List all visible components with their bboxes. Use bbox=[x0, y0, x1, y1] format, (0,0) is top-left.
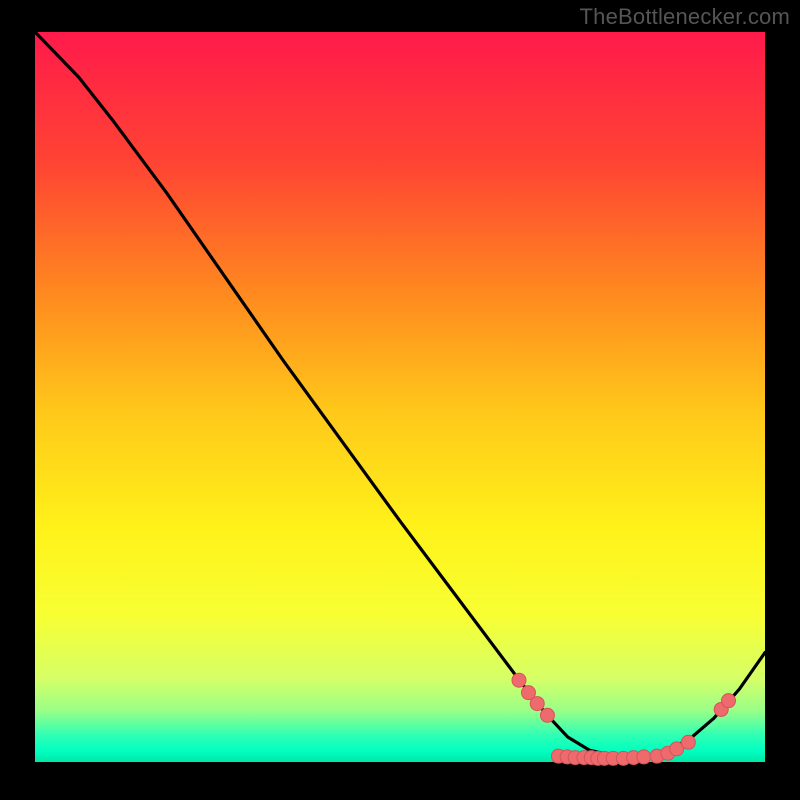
chart-svg bbox=[0, 0, 800, 800]
watermark-text: TheBottlenecker.com bbox=[580, 4, 790, 30]
chart-container: TheBottlenecker.com bbox=[0, 0, 800, 800]
